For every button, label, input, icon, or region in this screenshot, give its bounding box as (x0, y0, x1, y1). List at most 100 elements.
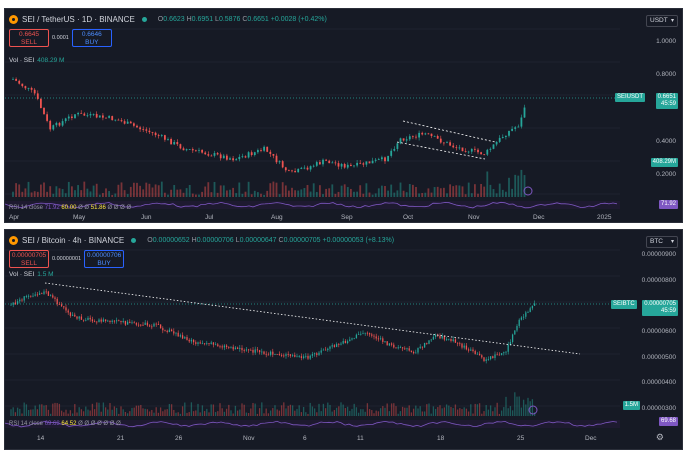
volume-bar (311, 406, 314, 416)
currency-selector[interactable]: USDT (646, 15, 678, 27)
x-tick-label: 25 (517, 435, 525, 442)
candle-body (118, 320, 120, 322)
volume-bar (126, 194, 129, 197)
volume-bar (212, 404, 215, 416)
volume-bar (315, 191, 318, 197)
volume-bar (415, 186, 417, 197)
candle-body (390, 150, 393, 156)
candle-body (219, 346, 221, 348)
candle-body (272, 153, 275, 156)
candle-body (269, 351, 272, 355)
volume-bar (328, 188, 331, 197)
candle-body (260, 150, 262, 151)
candle-body (507, 344, 509, 352)
volume-bar (288, 190, 290, 197)
candle-body (32, 295, 34, 297)
volume-bar (461, 409, 463, 416)
volume-bar (426, 404, 428, 416)
volume-bar (373, 413, 375, 416)
ohlc-readout: O0.00000652 H0.00000706 L0.00000647 C0.0… (147, 237, 395, 244)
trend-line (402, 120, 496, 143)
volume-bar (303, 188, 306, 197)
chart-panel-sei-usdt[interactable]: Apr May Jun Jul Aug Sep Oct Nov Dec 2025 SEI / Te… (4, 8, 683, 223)
chart-panel-sei-btc[interactable]: 14 21 26 Nov 6 11 18 25 Dec SEI / Bitcoin · 4h ·… (4, 229, 683, 450)
volume-bar (36, 191, 39, 197)
buy-button[interactable]: 0.00000706 BUY (84, 250, 125, 268)
candle-body (232, 346, 234, 350)
volume-bar (238, 182, 241, 197)
volume-bar (222, 185, 225, 197)
candle-body (318, 352, 320, 356)
symbol-title[interactable]: SEI / TetherUS · 1D · BINANCE (22, 15, 135, 24)
candle-body (175, 332, 177, 334)
buy-button[interactable]: 0.6646 BUY (71, 29, 112, 47)
volume-bar (516, 396, 518, 416)
candle-body (430, 339, 432, 341)
x-tick-label: May (73, 214, 86, 221)
candle-body (458, 147, 461, 149)
candle-body (263, 351, 265, 354)
price-chart-canvas[interactable]: Apr May Jun Jul Aug Sep Oct Nov Dec 2025 (5, 9, 683, 223)
candle-body (294, 171, 296, 173)
candle-body (309, 166, 312, 170)
volume-bar (126, 413, 129, 416)
volume-bar (144, 408, 146, 416)
candle-body (167, 139, 169, 140)
volume-bar (527, 397, 529, 416)
candle-body (470, 148, 473, 152)
volume-bar (432, 406, 435, 416)
volume-bar (430, 192, 433, 197)
candle-body (252, 349, 254, 353)
volume-bar (54, 402, 56, 416)
sell-button[interactable]: 0.6645 SELL (9, 29, 49, 47)
candle-body (98, 319, 100, 323)
x-tick-label: 2025 (597, 214, 612, 221)
candle-body (384, 157, 386, 162)
candle-body (216, 153, 219, 155)
volume-bar (496, 402, 498, 416)
candle-body (278, 354, 281, 355)
y-tick: 0.00000800 (641, 277, 676, 284)
currency-selector[interactable]: BTC (646, 236, 678, 248)
candle-body (266, 146, 269, 152)
candle-body (83, 113, 86, 116)
candle-body (27, 295, 30, 297)
candle-body (456, 342, 459, 344)
candle-body (415, 352, 417, 354)
volume-bar (179, 413, 182, 416)
candle-body (480, 152, 482, 155)
price-chart-canvas[interactable]: 14 21 26 Nov 6 11 18 25 Dec (5, 230, 683, 450)
candle-body (492, 356, 494, 359)
candle-body (387, 155, 389, 162)
volume-bar (139, 185, 141, 197)
candle-body (516, 325, 518, 331)
volume-bar (322, 403, 325, 416)
volume-bar (498, 183, 501, 197)
candle-body (417, 348, 419, 353)
volume-bar (136, 182, 138, 197)
volume-bar (142, 408, 144, 416)
gear-icon[interactable]: ⚙ (655, 432, 664, 442)
candle-body (368, 161, 371, 164)
volume-bar (151, 187, 154, 197)
volume-bar (98, 402, 100, 416)
volume-bar (12, 191, 14, 197)
candle-body (382, 338, 384, 342)
candle-body (56, 298, 58, 305)
volume-bar (362, 193, 365, 197)
symbol-title[interactable]: SEI / Bitcoin · 4h · BINANCE (22, 236, 125, 245)
candle-body (71, 116, 73, 118)
candle-body (371, 160, 374, 164)
volume-bar (219, 403, 221, 416)
volume-bar (19, 408, 21, 416)
candle-body (285, 354, 287, 356)
candle-body (505, 135, 507, 137)
candle-body (107, 320, 109, 322)
rsi-legend: RSI 14 close 71.92 60.00 Ø Ø 51.86 Ø Ø Ø… (9, 205, 132, 211)
candle-body (439, 138, 442, 143)
sell-button[interactable]: 0.00000705 SELL (9, 250, 49, 268)
volume-bar (342, 404, 344, 416)
volume-bar (284, 185, 287, 197)
candle-body (269, 151, 272, 154)
